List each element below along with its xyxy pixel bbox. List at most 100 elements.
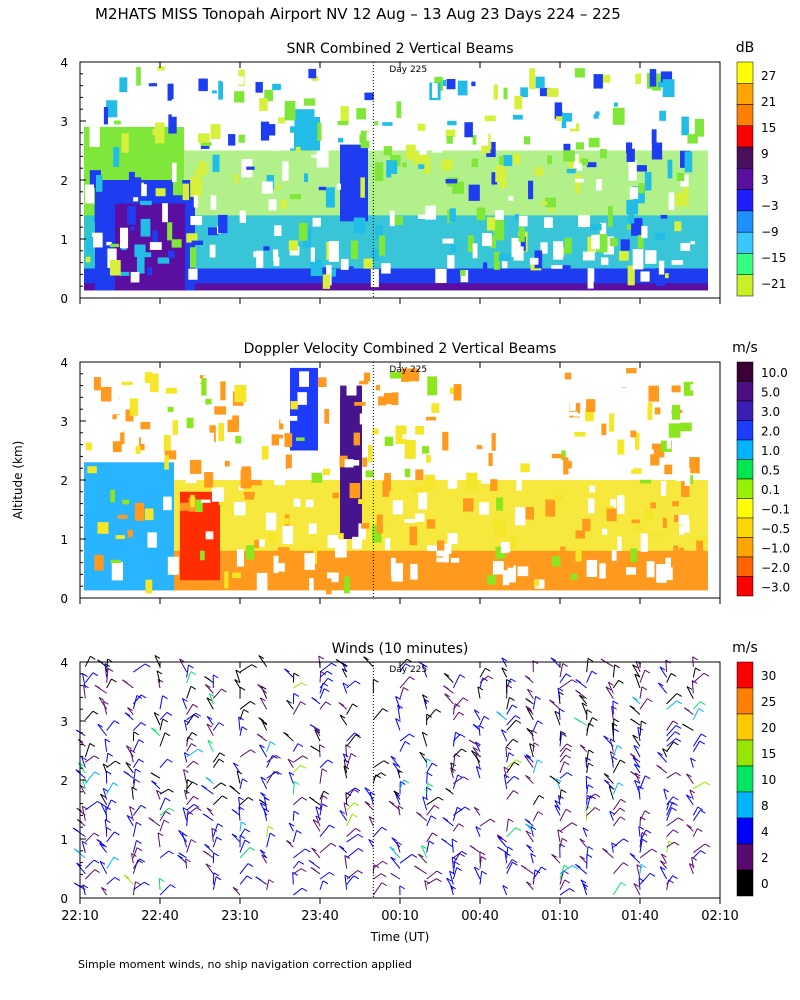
doppler-cell [339,455,348,468]
doppler-cell [367,444,373,463]
wind-barb [232,762,241,774]
wind-barb [129,749,134,763]
snr-cell [575,142,584,150]
doppler-cell [640,405,648,412]
snr-cell [678,70,689,80]
snr-cell [239,210,246,223]
wind-barb [183,769,188,784]
doppler-cell [85,442,92,451]
doppler-cell [642,384,655,399]
wind-barb [259,802,268,816]
colorbar-swatch [736,556,754,577]
doppler-cell [234,502,246,516]
snr-cell [379,73,387,85]
wind-barb [106,760,116,769]
doppler-cell [263,436,273,445]
wind-barb [239,709,245,720]
snr-cell [655,268,665,287]
wind-barb [389,846,401,859]
wind-barb-flag [103,700,109,705]
snr-cell [328,268,337,277]
wind-barb-flag [591,670,598,675]
wind-barb [372,708,384,721]
doppler-cell [189,459,202,474]
snr-cell [553,241,564,260]
snr-cell [423,155,431,174]
wind-barb-flag [241,726,248,731]
doppler-cell [650,533,661,537]
wind-barb [580,879,588,890]
doppler-cell [332,492,339,499]
wind-barb [634,780,641,795]
doppler-cell [507,552,514,568]
snr-cell [518,226,525,242]
wind-barb [314,729,321,742]
doppler-cell [553,494,563,501]
snr-cell [575,178,584,183]
snr-cell [298,222,308,241]
wind-barb-flag [301,682,307,687]
snr-cell [404,68,412,81]
wind-barb-flag [638,785,644,790]
wind-barb-flag [288,771,295,776]
snr-cell [168,250,175,259]
snr-cell [419,141,427,155]
snr-cell [198,161,207,177]
doppler-cell [459,570,468,583]
wind-barb [629,853,641,864]
wind-barb [212,876,217,890]
wind-barb [106,877,116,885]
wind-barb-flag [603,773,610,777]
snr-cell [626,224,632,230]
wind-barb-flag [157,832,164,837]
wind-barb-flag [393,790,400,795]
snr-cell [113,147,120,167]
wind-barb-flag [451,838,458,843]
snr-cell [540,201,548,205]
wind-barb-flag [541,866,547,871]
wind-barb-flag [293,693,300,697]
x-tick-label: 23:10 [221,909,258,924]
wind-barb-flag [163,819,170,824]
day-marker-label: Day 225 [389,365,427,375]
wind-barb-flag [263,808,270,813]
x-tick-label: 22:10 [61,909,98,924]
wind-barb-flag [100,793,106,798]
colorbar-swatch [736,478,754,499]
wind-barb-flag [587,846,594,850]
wind-barb [501,667,508,678]
wind-barb [426,815,432,827]
wind-barb-flag [258,799,265,804]
wind-barb [292,811,295,821]
wind-barb [206,697,214,710]
y-tick-label: 4 [60,656,68,670]
snr-cell [627,265,635,286]
doppler-cell [516,478,522,491]
wind-barb [506,697,510,710]
snr-cell [680,242,691,251]
wind-barb-flag [129,806,135,810]
wind-barb [503,766,508,779]
doppler-cell [646,561,655,578]
wind-barb [345,744,348,758]
wind-barb-flag [286,840,292,844]
colorbar-swatch [736,189,754,212]
doppler-cell [566,411,578,416]
wind-barb-flag [368,816,375,820]
wind-barb [286,699,294,710]
doppler-cell [617,536,622,552]
wind-barb-flag [435,708,442,713]
wind-barb-flag [329,824,335,829]
wind-barb-flag [140,694,147,699]
wind-barb [666,673,672,683]
wind-barb [159,712,168,721]
wind-barb [426,772,428,784]
wind-barb [132,881,137,896]
wind-barb [452,853,461,864]
snr-cell [631,218,643,236]
wind-barb [586,807,596,816]
wind-barb-flag [206,723,213,728]
wind-barb [266,755,276,763]
snr-cell [593,74,603,89]
